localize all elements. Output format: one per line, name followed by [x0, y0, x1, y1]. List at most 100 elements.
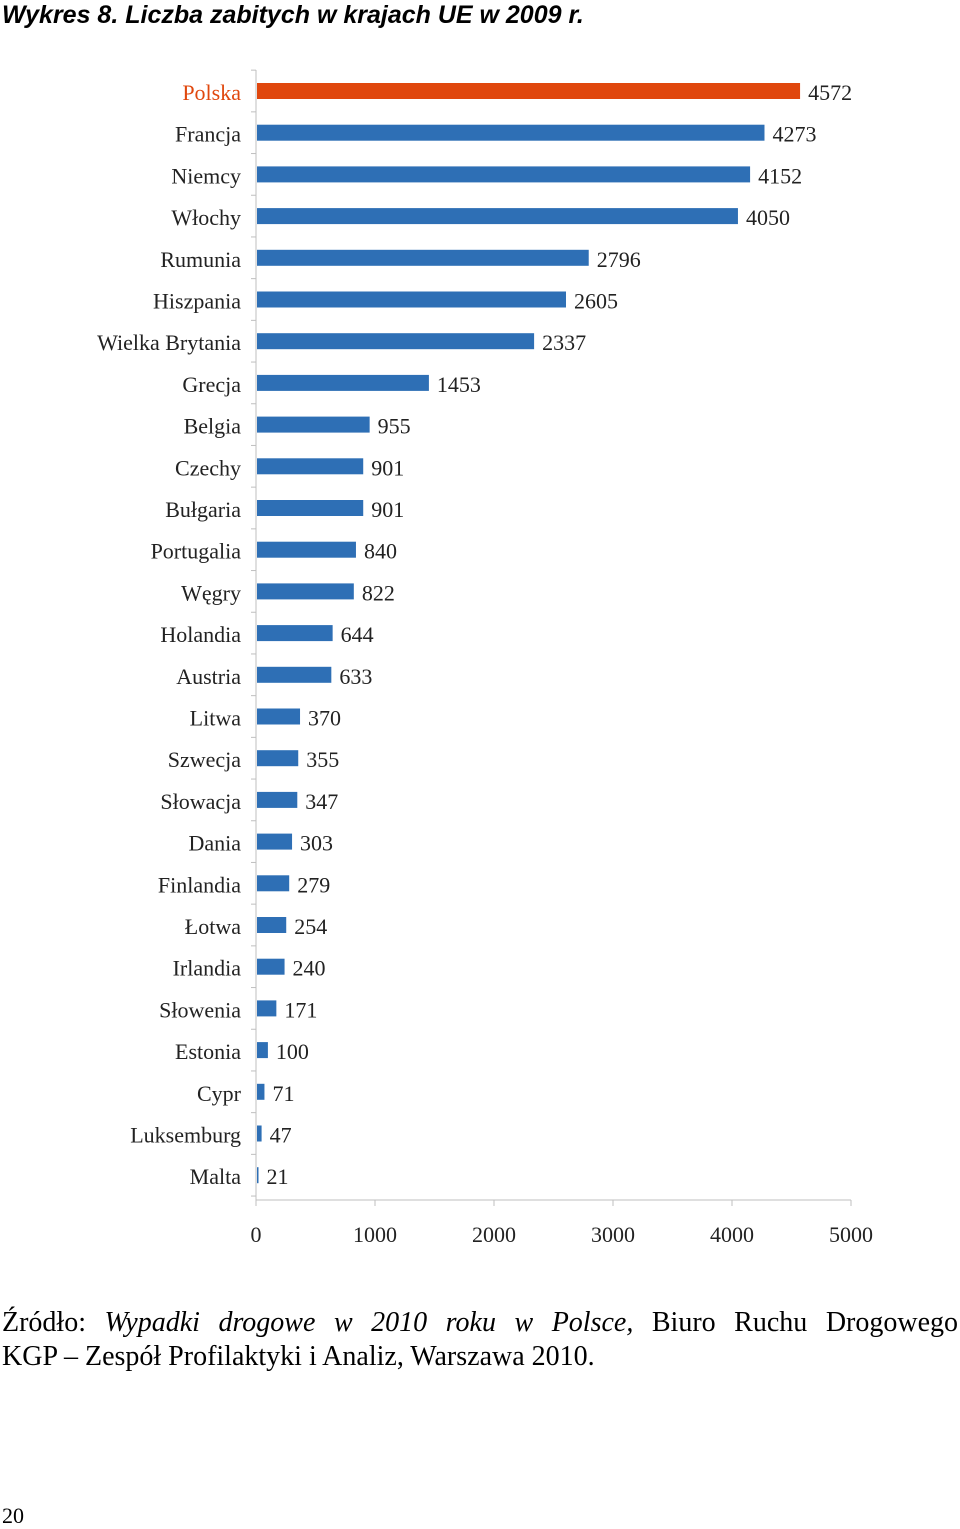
value-label: 355 [306, 747, 339, 772]
value-label: 100 [276, 1039, 309, 1064]
category-label: Dania [188, 831, 241, 856]
category-label: Austria [176, 664, 241, 689]
category-label: Włochy [171, 205, 241, 230]
bar [257, 166, 751, 183]
bar [257, 249, 589, 266]
value-label: 644 [341, 622, 374, 647]
page-title: Wykres 8. Liczba zabitych w krajach UE w… [2, 1, 584, 29]
category-label: Luksemburg [130, 1123, 241, 1148]
value-label: 47 [270, 1123, 292, 1148]
bar [257, 708, 301, 725]
source-title: Wypadki drogowe w 2010 roku w Polsce, [104, 1307, 634, 1338]
value-label: 901 [371, 497, 404, 522]
value-label: 901 [371, 455, 404, 480]
category-label: Irlandia [173, 956, 242, 981]
bar [257, 208, 738, 225]
value-label: 4572 [808, 80, 852, 105]
x-tick-label: 3000 [591, 1222, 635, 1247]
value-label: 370 [308, 706, 341, 731]
bar-chart: Polska Francja Niemcy Włochy Rumunia Hiszpani… [97, 69, 874, 1247]
x-tick-label: 1000 [353, 1222, 397, 1247]
category-label: Bułgaria [165, 497, 241, 522]
category-label: Portugalia [151, 539, 242, 564]
x-tick-label: 0 [251, 1222, 262, 1247]
bar [257, 1042, 268, 1059]
bar [257, 124, 765, 141]
value-label: 2605 [574, 289, 618, 314]
category-label: Holandia [160, 622, 241, 647]
source-publisher: Biuro Ruchu Drogowego [633, 1307, 959, 1338]
bar [257, 1167, 259, 1184]
bar [257, 458, 364, 475]
value-label: 279 [297, 872, 330, 897]
category-label: Rumunia [160, 247, 241, 272]
category-label: Cypr [197, 1081, 242, 1106]
value-label: 2337 [542, 330, 586, 355]
category-label: Polska [182, 80, 241, 105]
bar [257, 875, 290, 892]
bar [257, 541, 356, 558]
category-label: Francja [175, 122, 241, 147]
bar [257, 83, 801, 99]
category-label: Estonia [175, 1039, 241, 1064]
value-label: 633 [339, 664, 372, 689]
value-label: 955 [378, 414, 411, 439]
value-label: 303 [300, 831, 333, 856]
value-label: 840 [364, 539, 397, 564]
value-label: 1453 [437, 372, 481, 397]
category-label: Słowenia [159, 997, 241, 1022]
category-label: Słowacja [160, 789, 241, 814]
x-tick-labels: 0 1000 2000 3000 4000 5000 [251, 1222, 874, 1247]
value-label: 171 [284, 997, 317, 1022]
chart-bars [257, 83, 801, 1184]
bar [257, 500, 364, 516]
category-label: Łotwa [185, 914, 241, 939]
value-label: 2796 [597, 247, 641, 272]
value-label: 347 [305, 789, 338, 814]
category-label: Finlandia [158, 872, 241, 897]
value-label: 4273 [772, 122, 816, 147]
category-label: Szwecja [168, 747, 242, 772]
value-label: 21 [266, 1164, 288, 1189]
category-label: Belgia [184, 414, 242, 439]
bar [257, 958, 285, 975]
bar [257, 416, 370, 433]
x-tick-label: 2000 [472, 1222, 516, 1247]
category-label: Węgry [181, 580, 241, 605]
bar [257, 750, 299, 767]
source-note-line-2: KGP – Zespół Profilaktyki i Analiz, Wars… [2, 1341, 595, 1372]
category-label: Wielka Brytania [97, 330, 241, 355]
bar [257, 1083, 265, 1100]
value-label: 240 [293, 956, 326, 981]
page-number: 20 [2, 1503, 24, 1528]
bar [257, 583, 354, 600]
bar [257, 833, 293, 850]
source-prefix: Źródło: [2, 1307, 105, 1338]
source-note-line-1: Źródło: Wypadki drogowe w 2010 roku w Po… [2, 1306, 958, 1340]
category-label: Niemcy [171, 163, 241, 188]
category-label: Czechy [175, 455, 241, 480]
bar [257, 1125, 262, 1142]
value-label: 4152 [758, 163, 802, 188]
value-label: 254 [294, 914, 327, 939]
value-label: 71 [272, 1081, 294, 1106]
category-label: Litwa [190, 706, 242, 731]
category-label: Hiszpania [153, 289, 241, 314]
bar [257, 1000, 277, 1017]
value-label: 4050 [746, 205, 790, 230]
x-tick-label: 5000 [829, 1222, 873, 1247]
bar [257, 791, 298, 808]
bar [257, 291, 566, 308]
bar [257, 333, 535, 350]
category-label: Grecja [182, 372, 241, 397]
category-labels: Polska Francja Niemcy Włochy Rumunia Hiszpani… [97, 80, 242, 1189]
value-label: 822 [362, 580, 395, 605]
x-tick-label: 4000 [710, 1222, 754, 1247]
bar [257, 374, 429, 391]
bar [257, 917, 287, 933]
bar [257, 666, 332, 683]
chart-axes [251, 69, 852, 1206]
bar [257, 625, 333, 642]
value-labels: 4572 4273 4152 4050 2796 2605 2337 1453 955 901 90… [266, 80, 852, 1189]
category-label: Malta [190, 1164, 242, 1189]
